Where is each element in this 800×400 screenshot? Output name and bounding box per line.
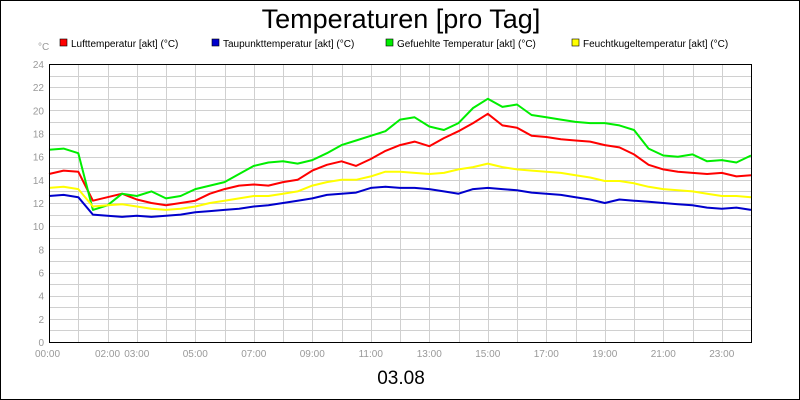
series-group — [48, 97, 752, 218]
y-tick-label: 14 — [33, 176, 45, 187]
x-tick-label: 03:00 — [124, 349, 149, 360]
x-tick-label: 21:00 — [651, 349, 676, 360]
x-axis-date-label: 03.08 — [377, 368, 425, 389]
y-tick-label: 20 — [33, 106, 45, 117]
y-tick-label: 16 — [33, 153, 45, 164]
y-tick-label: 12 — [33, 199, 45, 210]
y-axis-unit: °C — [38, 42, 50, 53]
y-tick-label: 18 — [33, 130, 45, 141]
legend-label: Lufttemperatur [akt] (°C) — [71, 39, 178, 50]
y-tick-label: 8 — [38, 245, 44, 256]
legend-swatch — [211, 38, 220, 47]
legend-swatch — [59, 38, 68, 47]
y-tick-label: 2 — [38, 315, 44, 326]
legend-label: Feuchtkugeltemperatur [akt] (°C) — [583, 39, 728, 50]
legend-label: Gefuehlte Temperatur [akt] (°C) — [397, 39, 536, 50]
y-tick-label: 6 — [38, 269, 44, 280]
legend: Lufttemperatur [akt] (°C) Taupunkttempera… — [59, 38, 728, 50]
x-tick-label: 02:00 — [95, 349, 120, 360]
y-tick-label: 10 — [33, 222, 45, 233]
series-line — [48, 112, 752, 207]
x-tick-label: 13:00 — [417, 349, 442, 360]
legend-swatch — [571, 38, 580, 47]
x-tick-label: 19:00 — [592, 349, 617, 360]
x-tick-label: 05:00 — [183, 349, 208, 360]
legend-swatch — [385, 38, 394, 47]
x-tick-label: 17:00 — [534, 349, 559, 360]
y-tick-label: 4 — [38, 292, 44, 303]
y-tick-label: 22 — [33, 83, 45, 94]
x-tick-label: 07:00 — [241, 349, 266, 360]
y-tick-label: 24 — [33, 60, 45, 71]
series-line — [48, 97, 752, 211]
grid — [49, 64, 751, 342]
x-tick-label: 11:00 — [359, 349, 384, 360]
chart-title: Temperaturen [pro Tag] — [261, 4, 541, 34]
x-tick-label: 09:00 — [300, 349, 325, 360]
x-tick-label: 23:00 — [709, 349, 734, 360]
plot-border — [49, 64, 752, 343]
y-tick-label: 0 — [38, 338, 44, 349]
series-line — [48, 162, 752, 211]
legend-label: Taupunkttemperatur [akt] (°C) — [223, 39, 354, 50]
series-line — [48, 185, 752, 218]
x-tick-label: 00:00 — [35, 349, 60, 360]
x-tick-label: 15:00 — [475, 349, 500, 360]
x-axis-ticks: 00:00 02:00 03:00 05:00 07:00 09:00 11:00 13:00… — [35, 349, 735, 360]
